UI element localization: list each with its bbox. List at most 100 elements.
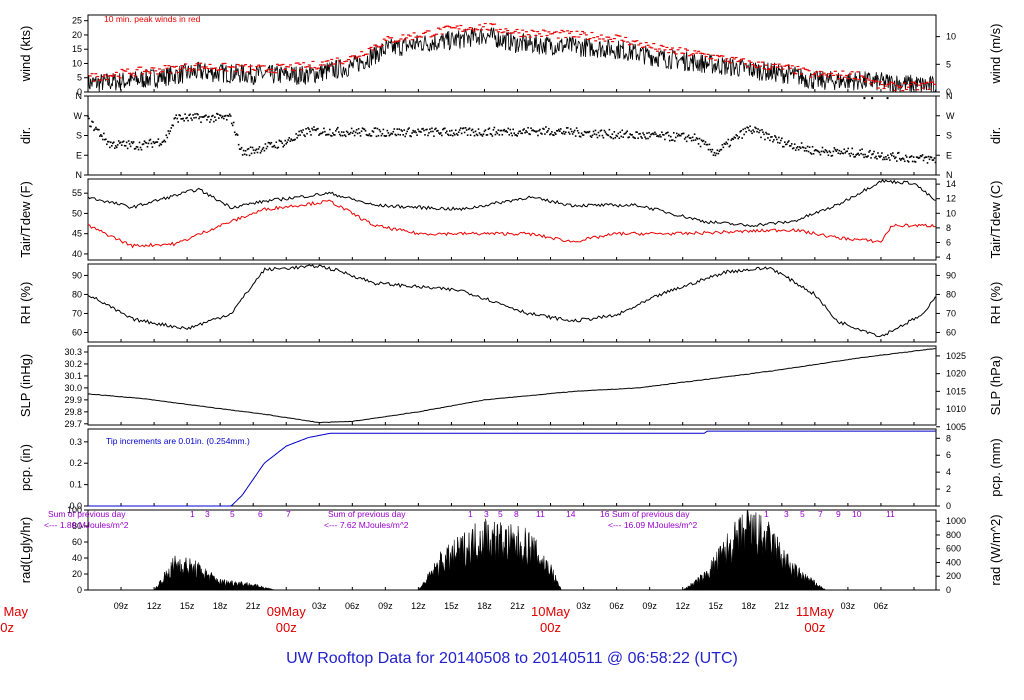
wind-peak-mark <box>275 63 279 65</box>
wind-peak-mark <box>446 25 450 27</box>
wind-direction-point <box>419 130 421 133</box>
wind-speed-line <box>87 27 937 93</box>
wind-direction-point <box>905 156 908 158</box>
wind-direction-point <box>310 134 312 136</box>
wind-peak-mark <box>831 74 835 76</box>
wind-direction-point <box>259 152 262 154</box>
y-tick-label-left: 29.8 <box>64 407 82 417</box>
wind-direction-point <box>716 149 719 152</box>
y-tick-label-left: 15 <box>72 44 82 54</box>
wind-peak-mark <box>672 51 676 53</box>
wind-direction-point <box>499 129 502 132</box>
wind-direction-point <box>213 120 215 123</box>
wind-direction-point <box>466 134 469 136</box>
x-tick-label: 06z <box>345 601 360 611</box>
wind-direction-point <box>298 130 300 133</box>
wind-direction-point <box>394 133 397 136</box>
wind-peak-mark <box>873 81 877 83</box>
wind-peak-mark <box>740 58 744 60</box>
wind-peak-mark <box>642 46 646 48</box>
wind-direction-point <box>201 116 203 118</box>
wind-direction-point <box>887 154 889 157</box>
wind-direction-point <box>613 131 616 133</box>
wind-direction-point <box>158 144 161 147</box>
y-tick-label-left: 25 <box>72 16 82 26</box>
wind-direction-point <box>252 149 255 151</box>
wind-direction-point <box>234 133 237 136</box>
wind-direction-point <box>836 148 839 151</box>
wind-peak-mark <box>719 55 723 57</box>
wind-peak-mark <box>137 66 141 68</box>
wind-direction-point <box>305 127 307 130</box>
wind-direction-point <box>492 129 495 131</box>
wind-direction-point <box>630 134 632 136</box>
wind-peak-mark <box>397 40 401 42</box>
wind-direction-point <box>93 129 95 132</box>
wind-direction-point <box>120 144 123 146</box>
wind-peak-mark <box>165 67 169 69</box>
wind-direction-point <box>125 141 128 144</box>
wind-peak-mark <box>465 29 469 31</box>
wind-peak-mark <box>813 73 817 75</box>
wind-peak-mark <box>665 46 669 49</box>
wind-peak-mark <box>783 65 787 67</box>
wind-peak-mark <box>360 51 364 53</box>
wind-direction-point <box>841 152 844 155</box>
wind-direction-point <box>356 132 359 135</box>
wind-peak-mark <box>266 69 270 71</box>
wind-peak-mark <box>184 63 188 65</box>
wind-direction-point <box>576 130 579 132</box>
wind-direction-point <box>514 134 516 136</box>
wind-direction-point <box>850 152 852 155</box>
wind-peak-mark <box>425 30 429 32</box>
wind-direction-point <box>904 154 907 157</box>
wind-direction-point <box>751 132 753 135</box>
wind-peak-mark <box>908 83 912 86</box>
wind-direction-point <box>370 135 373 137</box>
y-tick-label-left: 20 <box>72 30 82 40</box>
wind-direction-point <box>849 155 852 157</box>
wind-direction-point <box>155 141 158 143</box>
wind-direction-point <box>433 135 435 137</box>
wind-peak-mark <box>897 86 901 88</box>
wind-peak-mark <box>730 56 734 59</box>
wind-peak-mark <box>622 40 626 42</box>
wind-direction-point <box>212 114 214 117</box>
wind-peak-mark <box>530 29 534 31</box>
wind-direction-point <box>196 112 198 115</box>
wind-direction-point <box>564 131 567 133</box>
wind-peak-mark <box>315 68 319 70</box>
wind-peak-mark <box>253 69 257 71</box>
wind-direction-point <box>388 134 391 137</box>
wind-direction-point <box>927 155 930 158</box>
y-tick-label-left: 0 <box>77 87 82 97</box>
wind-peak-mark <box>491 23 495 26</box>
wind-direction-point <box>700 139 703 141</box>
wind-peak-mark <box>781 68 785 70</box>
wind-peak-mark <box>201 66 205 68</box>
wind-direction-point <box>227 115 230 117</box>
wind-peak-mark <box>637 44 641 46</box>
wind-peak-mark <box>697 50 701 52</box>
panel-slp: SLP (inHg) SLP (hPa) 29.7 29.8 29.9 30.0 30.1 3… <box>18 345 1003 432</box>
wind-direction-point <box>171 124 174 127</box>
y-tick-label-left: S <box>76 131 82 141</box>
wind-peak-mark <box>96 76 100 78</box>
wind-peak-mark <box>195 63 199 65</box>
wind-direction-point <box>314 129 316 131</box>
wind-direction-point <box>720 148 723 151</box>
wind-direction-point <box>574 135 577 137</box>
wind-direction-point <box>115 146 118 149</box>
wind-peak-mark <box>509 32 513 34</box>
wind-direction-point <box>290 138 292 140</box>
wind-direction-point <box>845 150 848 153</box>
wind-direction-point <box>633 136 635 139</box>
wind-peak-mark <box>534 34 538 37</box>
wind-direction-point <box>475 133 478 136</box>
wind-direction-point <box>284 139 287 142</box>
wind-direction-point <box>680 133 683 135</box>
wind-direction-point <box>594 129 597 132</box>
wind-direction-point <box>832 150 835 153</box>
wind-direction-point <box>288 137 291 139</box>
